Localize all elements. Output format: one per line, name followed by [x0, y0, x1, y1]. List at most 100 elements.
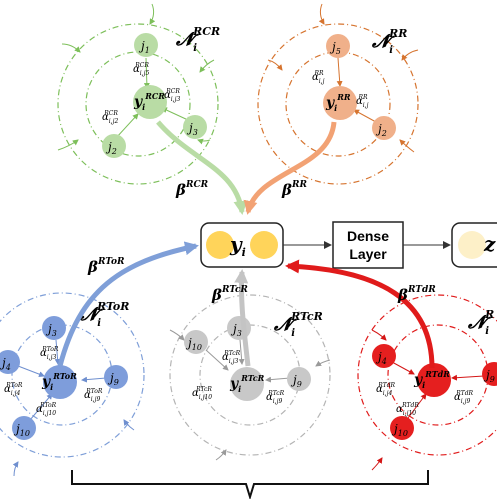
rtc-set-label: 𝓝iRTcR: [273, 310, 323, 339]
yi-circle-left: [206, 231, 234, 259]
rcr-node-j1-label: j1: [138, 39, 150, 55]
rtc-beta-label: βRTcR: [211, 285, 248, 304]
rr-inner-ring: [285, 51, 391, 157]
rtc-edge-j10: [205, 349, 229, 371]
rtc-group: j3 j10 j9 yiRTcR αi,j3RTcR αi,j10RTcR αi…: [169, 294, 331, 461]
rcr-in-arrow-4: [199, 59, 215, 73]
rto-in-arrow-2: [12, 461, 19, 477]
rtc-in-arrow-1: [169, 329, 185, 341]
rr-in-arrow-4: [399, 139, 415, 153]
rto-group: j3 j4 j9 j10 yiRToR αi,j3RToR αi,j4RToR …: [0, 292, 145, 477]
z-box-label: z: [483, 232, 496, 256]
rcr-node-j3: [183, 115, 207, 139]
rtd-beta-arrow: [285, 259, 435, 369]
rto-beta-arrow: [57, 241, 199, 367]
rr-center-label: yiRR: [325, 92, 351, 113]
rr-in-arrow-3: [401, 49, 419, 61]
rtc-node-j10: [184, 330, 208, 354]
rto-center-node: [43, 365, 77, 399]
rto-node-j3-label: j3: [45, 322, 57, 338]
rtd-beta-label: βRTdR: [397, 285, 436, 304]
rto-edge-j4: [17, 365, 45, 378]
rr-node-j2-label: j2: [375, 122, 387, 138]
rr-beta-label: βRR: [281, 180, 307, 199]
rtd-node-j10-label: j10: [391, 422, 408, 438]
rtd-edge-j4: [391, 361, 415, 375]
rr-set-label: 𝓝iRR: [371, 27, 407, 56]
rto-node-j9-label: j9: [107, 371, 119, 387]
rtc-edge-j9: [265, 376, 291, 383]
rr-alpha-1: αi,jRR: [312, 70, 325, 85]
rtd-node-j10: [390, 416, 414, 440]
rcr-in-arrow-1: [149, 3, 156, 25]
rcr-set-label: 𝓝iRCR: [175, 25, 220, 54]
rr-center-node: [323, 86, 357, 120]
z-circle: [458, 231, 486, 259]
rtd-set-label: 𝓝iR: [467, 308, 494, 337]
rcr-center-node: [133, 85, 167, 119]
dense-label-line1: Dense: [347, 228, 389, 244]
rtd-outer-ring: [357, 294, 497, 456]
rcr-node-j1: [134, 33, 158, 57]
rtd-in-arrow-2: [371, 457, 383, 471]
rtc-alpha-j3: αi,j3RTcR: [222, 350, 241, 365]
rcr-group: j1 j2 j3 yiRCR αi,j5RCR αi,j2RCR αi,j3RC…: [57, 3, 220, 185]
yi-circle-right: [250, 231, 278, 259]
rr-edge-j2: [353, 109, 377, 123]
rtc-center-label: yiRTcR: [229, 373, 265, 394]
rcr-beta-arrow: [156, 120, 248, 215]
rtd-alpha-j4: αi,j4RTdR: [376, 382, 396, 397]
rtc-node-j9-label: j9: [290, 373, 302, 389]
rtc-edge-j3: [238, 339, 245, 365]
rtd-edge-j10: [407, 393, 427, 419]
rtc-outer-ring: [169, 294, 331, 456]
rto-node-j4-label: j4: [0, 356, 11, 372]
rtc-node-j10-label: j10: [185, 336, 202, 352]
rto-beta-label: βRToR: [87, 257, 125, 276]
rcr-in-arrow-5: [197, 138, 211, 145]
rcr-inner-ring: [85, 51, 191, 157]
rtd-alpha-j9: αi,j9RTdR: [454, 390, 474, 405]
rtc-alpha-j10: αi,j10RTcR: [192, 386, 212, 401]
rtd-alpha-j10: αi,j10RTdR: [396, 402, 419, 417]
rtd-center-node: [417, 363, 451, 397]
rtc-alpha-j9: αi,j9RTcR: [266, 390, 285, 405]
yi-box-label: yi: [229, 232, 246, 259]
rcr-node-j2: [102, 134, 126, 158]
rtc-node-j3-label: j3: [230, 322, 242, 338]
rcr-node-j2-label: j2: [105, 140, 117, 156]
rtc-beta-arrow: [234, 269, 251, 367]
rto-node-j10: [12, 416, 36, 440]
center-row: yi Dense Layer z: [200, 221, 497, 269]
rtd-node-j4: [372, 344, 396, 368]
rtd-node-j9-label: j9: [483, 368, 495, 384]
rto-edge-j9: [81, 376, 107, 383]
rtc-center-node: [230, 367, 264, 401]
rcr-node-j3-label: j3: [186, 121, 198, 137]
rto-alpha-j4: αi,j4RToR: [4, 382, 23, 397]
rto-center-label: yiRToR: [41, 371, 77, 392]
rtc-in-arrow-3: [215, 449, 227, 461]
rtd-group: j4 j9 j10 yiRTdR αi,j4RTdR αi,j9RTdR αi,…: [357, 294, 497, 471]
rcr-edge-j1: [143, 57, 150, 89]
rto-in-arrow-3: [123, 419, 135, 431]
rcr-center-label: yiRCR: [133, 91, 165, 112]
rr-node-j5-label: j5: [329, 40, 341, 56]
rr-alpha-2: αi,jRR: [356, 94, 369, 109]
rcr-beta-label: βRCR: [175, 180, 209, 199]
rto-alpha-j10: αi,j10RToR: [36, 402, 57, 417]
rr-beta-arrow: [243, 121, 337, 215]
rcr-alpha-j5: αi,j5RCR: [133, 62, 149, 77]
dense-layer-box: [332, 221, 404, 269]
grouping-brace: [71, 470, 429, 499]
rcr-outer-ring: [57, 23, 219, 185]
rr-outer-ring: [257, 23, 419, 185]
rcr-alpha-j3: αi,j3RCR: [164, 88, 180, 103]
rcr-in-arrow-3: [57, 139, 79, 151]
rtd-node-j4-label: j4: [375, 350, 387, 366]
rtd-in-arrow-1: [371, 329, 387, 341]
rr-in-arrow-2: [267, 59, 283, 71]
rto-node-j3: [42, 316, 66, 340]
rcr-edge-j3: [161, 107, 189, 121]
